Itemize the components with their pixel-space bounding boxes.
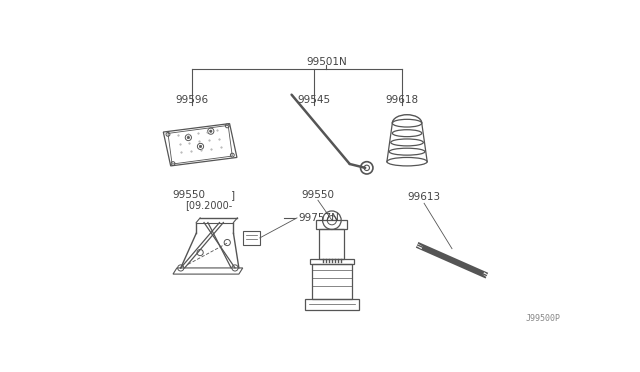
Text: 99613: 99613 [408, 192, 441, 202]
Text: 99596: 99596 [176, 95, 209, 105]
Text: 99545: 99545 [298, 95, 331, 105]
Text: J99500P: J99500P [525, 314, 561, 323]
Bar [310, 259, 353, 264]
Bar [312, 264, 352, 299]
Text: ]: ] [232, 190, 236, 200]
Bar [305, 299, 359, 310]
Bar [316, 220, 348, 230]
Bar [243, 231, 260, 245]
Bar [319, 230, 344, 259]
Text: 99757N: 99757N [298, 213, 339, 223]
Text: [09.2000-: [09.2000- [184, 200, 232, 210]
Circle shape [210, 130, 212, 132]
Text: 99618: 99618 [385, 95, 418, 105]
Circle shape [199, 145, 202, 148]
Text: 99550: 99550 [172, 190, 205, 200]
Text: 99501N: 99501N [306, 57, 347, 67]
Circle shape [187, 137, 189, 139]
Text: 99550: 99550 [301, 190, 335, 200]
